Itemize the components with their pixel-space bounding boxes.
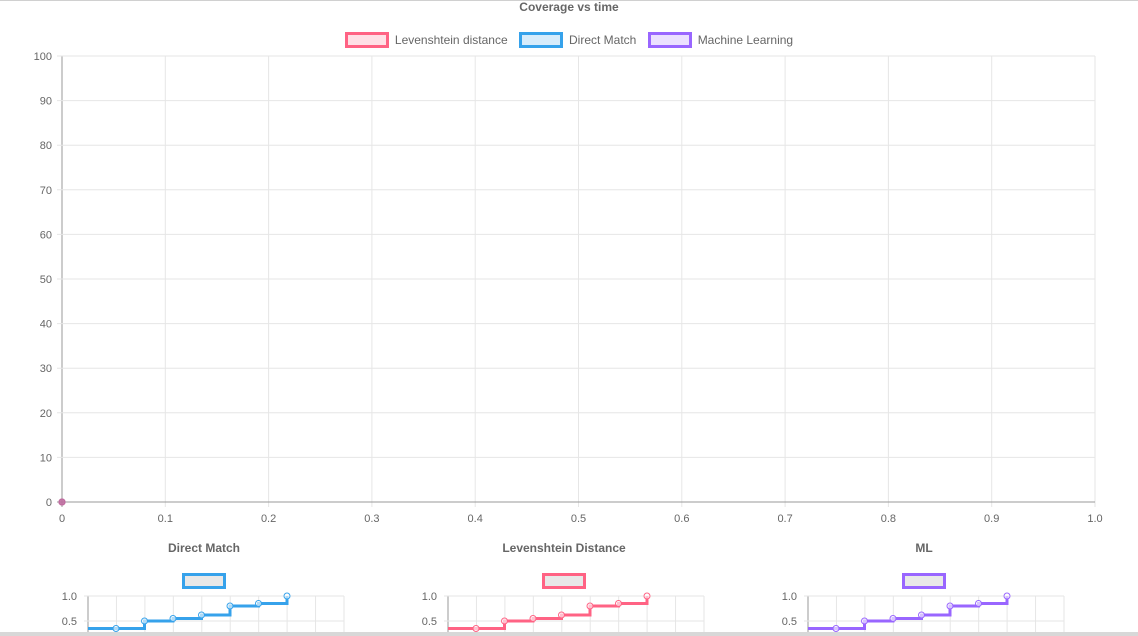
data-point — [255, 600, 262, 607]
y-tick-label: 0.5 — [422, 616, 437, 628]
data-point — [198, 611, 205, 619]
x-tick-label: 0.7 — [777, 513, 792, 525]
legend-swatch — [542, 573, 586, 589]
coverage-chart: 0 0.1 0.2 0.3 0.4 0.5 0.6 0.7 0.8 0.9 1.0 0 10 20 30 40… — [34, 51, 1103, 525]
x-tick-label: 0.8 — [881, 513, 896, 525]
x-tick-label: 0.2 — [261, 513, 276, 525]
subchart-plot: 0.5 1.0 — [782, 591, 1065, 636]
y-tick-label: 0.5 — [62, 616, 77, 628]
chart-title: Coverage vs time — [519, 0, 619, 14]
legend-swatch — [518, 32, 563, 48]
x-tick-label: 0.3 — [364, 513, 379, 525]
data-point — [226, 602, 234, 610]
data-point — [169, 615, 177, 622]
levenshtein-chart: Levenshtein Distance 0.5 1.0 — [394, 536, 734, 636]
top-border — [0, 0, 1138, 1]
legend-item-levenshtein[interactable]: Levenshtein distance — [344, 32, 508, 48]
x-tick-label: 0.5 — [571, 513, 586, 525]
data-point — [112, 625, 120, 632]
legend-swatch — [902, 573, 946, 589]
legend-swatch — [344, 32, 389, 48]
subchart-title: ML — [915, 541, 933, 555]
y-tick-label: 60 — [40, 229, 52, 241]
subchart-plot: 0.5 1.0 — [62, 591, 345, 636]
legend-swatch — [647, 32, 692, 48]
data-point — [615, 600, 622, 607]
x-tick-label: 0.6 — [674, 513, 689, 525]
ml-chart: ML 0.5 1.0 — [754, 536, 1094, 636]
y-tick-label: 90 — [40, 96, 52, 108]
data-point — [58, 498, 66, 506]
subchart-legend[interactable] — [754, 573, 1094, 594]
subchart-title: Levenshtein Distance — [502, 541, 626, 555]
subchart-title: Direct Match — [167, 541, 241, 555]
data-point — [529, 615, 537, 622]
subchart-legend[interactable] — [394, 573, 734, 594]
y-tick-label: 40 — [40, 319, 52, 331]
legend-label: Direct Match — [568, 33, 637, 47]
data-point — [861, 617, 868, 625]
legend-item-machine-learning[interactable]: Machine Learning — [647, 32, 794, 48]
direct-match-chart: Direct Match 0.5 1.0 — [34, 536, 374, 636]
data-point — [918, 611, 925, 619]
legend-item-direct-match[interactable]: Direct Match — [518, 32, 637, 48]
legend-label: Levenshtein distance — [394, 33, 508, 47]
bottom-edge — [0, 632, 1138, 636]
legend-swatch — [182, 573, 226, 589]
y-tick-label: 0.5 — [782, 616, 797, 628]
y-tick-label: 100 — [34, 51, 52, 63]
y-tick-label: 1.0 — [422, 591, 437, 603]
data-point — [889, 615, 897, 622]
data-point — [283, 592, 291, 600]
y-tick-label: 1.0 — [782, 591, 797, 603]
data-point — [501, 617, 508, 625]
data-point — [558, 611, 565, 619]
data-point — [946, 602, 954, 610]
subchart-legend[interactable] — [34, 573, 374, 594]
legend-label: Machine Learning — [697, 33, 794, 47]
data-point — [832, 625, 840, 632]
y-tick-label: 1.0 — [62, 591, 77, 603]
x-tick-label: 0.9 — [984, 513, 999, 525]
data-point — [586, 602, 594, 610]
x-tick-label: 1.0 — [1087, 513, 1102, 525]
data-point — [472, 625, 480, 632]
y-tick-label: 0 — [46, 497, 52, 509]
y-tick-label: 80 — [40, 140, 52, 152]
x-tick-label: 0.1 — [158, 513, 173, 525]
data-point — [975, 600, 982, 607]
y-tick-label: 20 — [40, 408, 52, 420]
y-tick-label: 30 — [40, 363, 52, 375]
x-tick-label: 0.4 — [468, 513, 483, 525]
x-tick-label: 0 — [59, 513, 65, 525]
chart-legend: Levenshtein distance Direct Match Machin… — [0, 32, 1138, 51]
data-point — [643, 592, 651, 600]
y-tick-label: 50 — [40, 274, 52, 286]
data-point — [1003, 592, 1011, 600]
subchart-plot: 0.5 1.0 — [422, 591, 705, 636]
data-point — [141, 617, 148, 625]
y-tick-label: 70 — [40, 185, 52, 197]
y-tick-label: 10 — [40, 452, 52, 464]
